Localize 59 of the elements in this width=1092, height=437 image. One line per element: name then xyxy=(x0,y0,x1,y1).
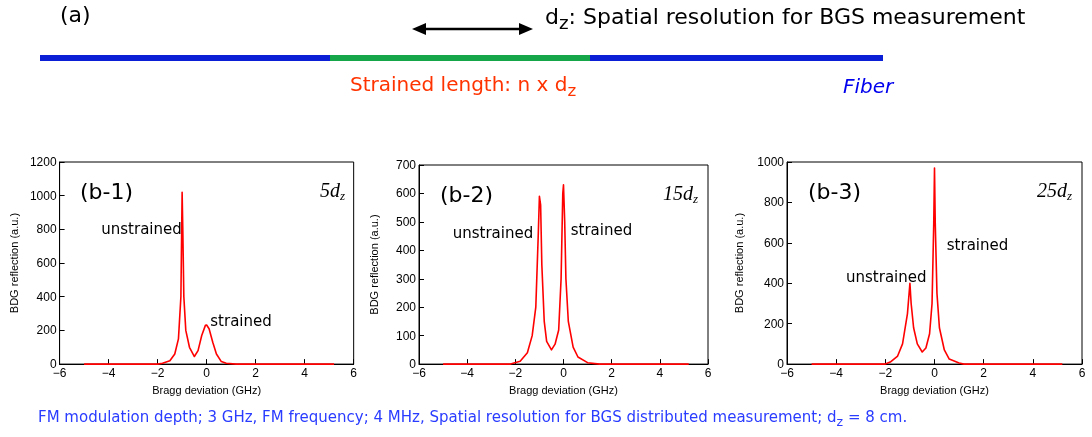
x-tick-label: 0 xyxy=(203,366,211,381)
text: Fiber xyxy=(843,74,894,98)
y-tick-label: 400 xyxy=(36,289,57,304)
y-tick-label: 800 xyxy=(763,195,785,210)
x-tick-label: −4 xyxy=(829,366,844,381)
x-tick-label: 0 xyxy=(931,366,939,381)
y-tick-label: 600 xyxy=(763,235,785,250)
x-tick-label: −2 xyxy=(508,366,523,381)
y-axis-title: BDG reflection (a.u.) xyxy=(367,214,380,315)
y-tick-label: 1000 xyxy=(29,188,57,203)
x-tick-label: −4 xyxy=(460,366,475,381)
annotation: unstrained xyxy=(452,224,534,243)
y-tick-label: 600 xyxy=(36,256,57,271)
x-axis-title: Bragg deviation (GHz) xyxy=(152,383,262,396)
x-tick-label: 4 xyxy=(1029,366,1037,381)
annotation: strained xyxy=(570,221,633,240)
x-tick-label: −6 xyxy=(52,366,67,381)
x-tick-label: −6 xyxy=(412,366,427,381)
y-tick-label: 400 xyxy=(395,243,417,258)
y-tick-label: 200 xyxy=(395,300,417,315)
x-axis-title: Bragg deviation (GHz) xyxy=(880,383,989,396)
y-tick-label: 700 xyxy=(395,158,417,172)
x-tick-label: 2 xyxy=(252,366,260,381)
x-tick-label: 6 xyxy=(704,366,712,381)
y-tick-label: 200 xyxy=(763,316,785,331)
annotation: unstrained xyxy=(101,220,182,239)
y-tick-label: 1200 xyxy=(29,155,57,169)
x-tick-label: 4 xyxy=(301,366,309,381)
annotation: unstrained xyxy=(846,268,927,287)
x-tick-label: 2 xyxy=(608,366,616,381)
annotation: strained xyxy=(210,312,272,331)
x-tick-label: −6 xyxy=(780,366,795,381)
x-tick-label: 6 xyxy=(350,366,358,381)
x-tick-label: 4 xyxy=(656,366,664,381)
x-axis-title: Bragg deviation (GHz) xyxy=(509,383,618,396)
text: (a) xyxy=(60,2,91,27)
y-axis-title: BDG reflection (a.u.) xyxy=(7,212,20,314)
x-tick-label: 6 xyxy=(1078,366,1086,381)
text: d$_{z}$: Spatial resolution for BGS measurement xyxy=(545,4,1026,34)
text: Strained length: n x d$_{z}$ xyxy=(350,72,577,100)
annotation: (b-1) xyxy=(80,178,134,204)
x-tick-label: −2 xyxy=(150,366,165,381)
y-tick-label: 500 xyxy=(395,214,417,229)
x-tick-label: 2 xyxy=(980,366,988,381)
annotation: strained xyxy=(946,235,1009,254)
y-tick-label: 200 xyxy=(36,323,57,338)
annotation: (b-3) xyxy=(808,178,862,204)
y-tick-label: 600 xyxy=(395,186,417,201)
y-axis-title: BDG reflection (a.u.) xyxy=(732,212,745,314)
text: FM modulation depth; 3 GHz, FM frequency; 4 MHz, Spatial resolution for BGS distributed measurement; d$_{z}$ = 8 cm. xyxy=(38,408,908,429)
y-tick-label: 1000 xyxy=(757,155,785,169)
y-tick-label: 300 xyxy=(395,271,417,286)
x-tick-label: −2 xyxy=(878,366,893,381)
x-tick-label: 0 xyxy=(560,366,568,381)
y-tick-label: 800 xyxy=(36,222,57,237)
y-tick-label: 400 xyxy=(763,276,785,291)
y-tick-label: 100 xyxy=(395,328,417,343)
annotation: (b-2) xyxy=(440,181,494,207)
x-tick-label: −4 xyxy=(101,366,116,381)
